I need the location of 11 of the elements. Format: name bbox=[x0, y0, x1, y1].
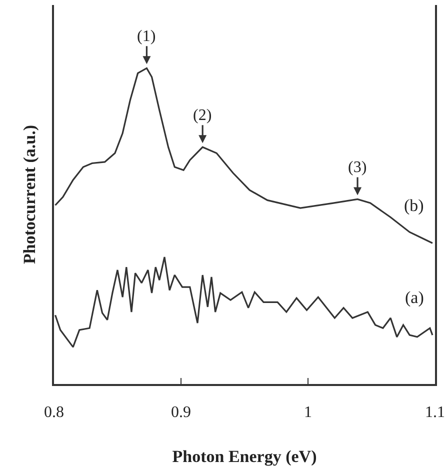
x-tick-label: 1.1 bbox=[425, 404, 445, 422]
annotation: (3) bbox=[348, 159, 367, 176]
annotation: (2) bbox=[193, 107, 212, 124]
x-tick-label: 0.9 bbox=[171, 404, 191, 422]
y-axis-title: Photocurrent (a.u.) bbox=[20, 125, 40, 264]
annotation: (1) bbox=[137, 28, 156, 45]
series-label: (b) bbox=[404, 196, 424, 215]
x-axis-title: Photon Energy (eV) bbox=[172, 447, 317, 466]
x-tick-label: 0.8 bbox=[44, 404, 64, 422]
series-label: (a) bbox=[405, 288, 424, 307]
x-tick-label: 1 bbox=[304, 404, 312, 422]
